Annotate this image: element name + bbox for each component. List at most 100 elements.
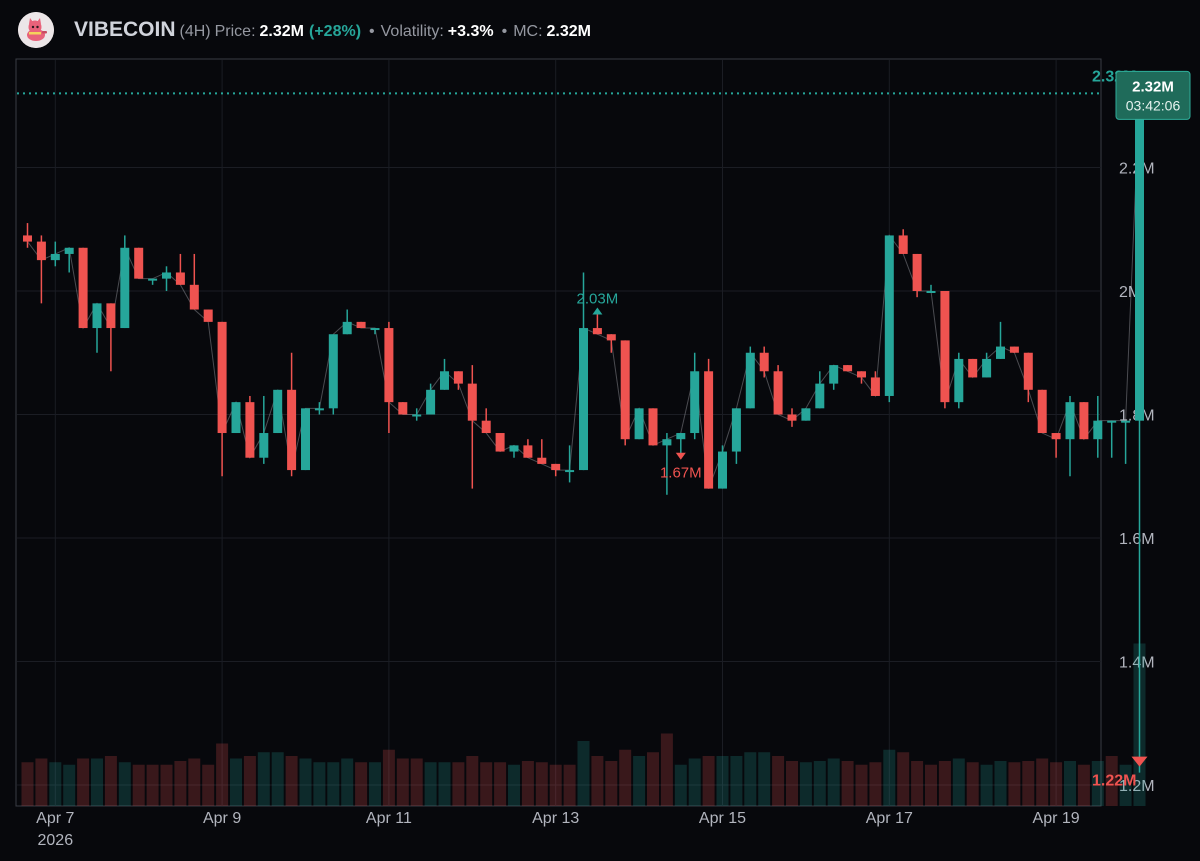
candle-body [996, 346, 1005, 359]
candle[interactable] [259, 395, 269, 464]
candle[interactable] [453, 371, 463, 390]
candle[interactable] [64, 247, 74, 273]
candle[interactable] [1023, 352, 1033, 403]
candle[interactable] [926, 284, 936, 293]
volume-bar [216, 743, 229, 806]
candle[interactable] [537, 439, 547, 464]
candle[interactable] [1121, 420, 1131, 464]
candle[interactable] [731, 408, 741, 464]
candle[interactable] [787, 408, 797, 427]
volume-bar [35, 758, 48, 806]
candle[interactable] [982, 352, 992, 378]
candle[interactable] [217, 321, 227, 477]
candle[interactable] [801, 408, 811, 421]
x-tick-label: Apr 9 [203, 810, 241, 827]
candle[interactable] [968, 358, 978, 378]
candle[interactable] [370, 328, 380, 335]
candle[interactable] [690, 352, 700, 440]
volume-bar [257, 752, 270, 806]
candle[interactable] [912, 253, 922, 298]
candle[interactable] [148, 278, 158, 285]
candle[interactable] [203, 309, 213, 322]
candle[interactable] [954, 352, 964, 409]
candle[interactable] [106, 303, 116, 372]
candle-body [509, 445, 519, 452]
candle[interactable] [245, 395, 255, 458]
candle[interactable] [620, 340, 630, 446]
candle[interactable] [440, 358, 449, 390]
candle[interactable] [940, 291, 950, 409]
candle[interactable] [50, 241, 60, 267]
candle-body [523, 445, 533, 458]
candle[interactable] [426, 383, 436, 415]
candle-body [231, 402, 241, 434]
candle[interactable] [328, 334, 338, 415]
candle[interactable] [92, 303, 102, 353]
x-tick-label: Apr 7 [36, 810, 74, 827]
candle[interactable] [134, 247, 144, 279]
candle[interactable] [579, 272, 588, 471]
candle[interactable] [175, 253, 185, 285]
candle[interactable] [356, 321, 366, 329]
candle-body [384, 328, 394, 403]
candle[interactable] [36, 235, 46, 304]
candle[interactable] [648, 408, 658, 446]
candle[interactable] [1135, 93, 1144, 773]
candle[interactable] [314, 402, 324, 415]
candle[interactable] [857, 371, 866, 384]
avatar[interactable] [18, 12, 54, 48]
volume-bar [410, 758, 423, 806]
volume-bar [243, 756, 256, 806]
candle[interactable] [843, 365, 853, 372]
candle[interactable] [704, 358, 714, 489]
candle[interactable] [662, 433, 672, 495]
ticker-summary: VIBECOIN (4H) Price: 2.32M (+28%) • Vola… [74, 18, 591, 42]
candle[interactable] [565, 445, 575, 483]
candle-body [690, 371, 700, 434]
candle[interactable] [606, 334, 616, 353]
candle[interactable] [273, 389, 283, 434]
candle[interactable] [870, 371, 880, 396]
candle[interactable] [398, 402, 408, 415]
candle[interactable] [384, 321, 394, 434]
candle[interactable] [884, 235, 894, 403]
candle[interactable] [551, 463, 561, 477]
candle[interactable] [829, 365, 839, 390]
candle[interactable] [523, 439, 533, 458]
candle[interactable] [1093, 395, 1103, 458]
candle[interactable] [1037, 389, 1047, 434]
candle[interactable] [342, 309, 352, 335]
candle[interactable] [996, 321, 1005, 359]
volume-bar [382, 749, 395, 806]
volume-bar [883, 749, 896, 806]
candle[interactable] [1107, 420, 1117, 458]
candle[interactable] [718, 445, 727, 489]
candle[interactable] [162, 266, 171, 291]
candle[interactable] [231, 402, 241, 434]
candle[interactable] [189, 253, 199, 310]
volume-bar [521, 761, 534, 806]
candle[interactable] [1009, 346, 1019, 353]
candle-body [259, 433, 269, 458]
candle[interactable] [412, 408, 422, 421]
candle[interactable] [467, 365, 477, 489]
candle[interactable] [1065, 395, 1075, 477]
candle[interactable] [301, 408, 310, 471]
candle[interactable] [287, 352, 297, 477]
volume-bar [799, 762, 812, 806]
candle[interactable] [78, 247, 88, 329]
candle[interactable] [634, 408, 644, 440]
candle[interactable] [120, 235, 130, 329]
candle[interactable] [23, 223, 32, 248]
candle[interactable] [815, 371, 825, 409]
candle[interactable] [481, 408, 491, 434]
candle[interactable] [773, 365, 783, 415]
candle[interactable] [745, 346, 755, 409]
candle[interactable] [1051, 433, 1061, 458]
candle[interactable] [759, 346, 769, 378]
candle[interactable] [495, 433, 505, 452]
candle[interactable] [509, 445, 519, 458]
candle[interactable] [1079, 402, 1089, 440]
candle[interactable] [898, 229, 908, 254]
